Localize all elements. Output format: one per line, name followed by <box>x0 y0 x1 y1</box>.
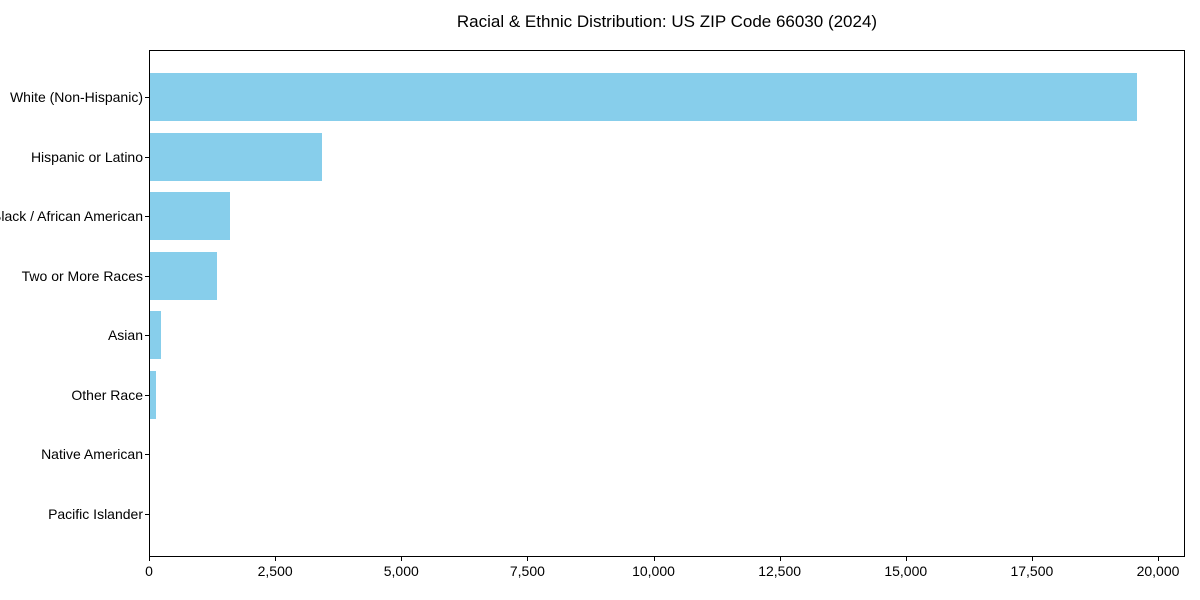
y-tick-mark <box>145 394 149 396</box>
bar-hispanic-or-latino <box>150 132 322 181</box>
bar-white-non-hispanic <box>150 73 1137 121</box>
x-tick-mark <box>149 557 150 561</box>
chart-title: Racial & Ethnic Distribution: US ZIP Cod… <box>456 12 878 31</box>
y-tick-mark <box>145 275 149 277</box>
x-tick-label-7500: 7,500 <box>509 563 545 579</box>
y-tick-label-black-african-american: Black / African American <box>0 208 143 224</box>
x-tick-mark <box>275 557 277 561</box>
bar-other-race <box>150 370 156 419</box>
x-tick-label-15000: 15,000 <box>884 563 928 579</box>
x-tick-mark <box>527 557 529 561</box>
x-tick-label-10000: 10,000 <box>632 563 675 579</box>
y-tick-mark <box>145 335 149 336</box>
x-tick-label-17500: 17,500 <box>1010 563 1054 579</box>
y-tick-label-two-or-more-races: Two or More Races <box>21 267 143 284</box>
x-tick-label-5000: 5,000 <box>383 563 419 579</box>
plot-area <box>149 50 1185 557</box>
y-tick-mark <box>145 97 149 98</box>
x-tick-mark <box>1158 557 1159 561</box>
x-tick-mark <box>905 557 907 561</box>
y-tick-mark <box>145 156 149 158</box>
x-tick-mark <box>401 557 403 561</box>
x-tick-label-0: 0 <box>145 563 153 579</box>
x-tick-label-12500: 12,500 <box>758 563 802 579</box>
y-tick-label-other-race: Other Race <box>71 386 143 403</box>
y-tick-label-white-non-hispanic: White (Non-Hispanic) <box>9 89 143 105</box>
x-tick-mark <box>653 557 655 561</box>
y-tick-mark <box>145 513 149 515</box>
x-tick-label-20000: 20,000 <box>1136 563 1180 579</box>
y-tick-label-asian: Asian <box>107 327 143 343</box>
y-tick-label-pacific-islander: Pacific Islander <box>48 505 143 522</box>
y-tick-label-native-american: Native American <box>41 446 143 462</box>
y-tick-label-hispanic-or-latino: Hispanic or Latino <box>30 148 143 165</box>
bar-two-or-more-races <box>150 251 218 300</box>
y-tick-mark <box>145 216 149 217</box>
bar-black-african-american <box>150 192 230 240</box>
x-tick-label-2500: 2,500 <box>257 563 293 579</box>
y-tick-mark <box>145 454 149 455</box>
x-tick-mark <box>779 557 781 561</box>
bar-asian <box>150 311 161 359</box>
x-tick-mark <box>1031 557 1033 561</box>
